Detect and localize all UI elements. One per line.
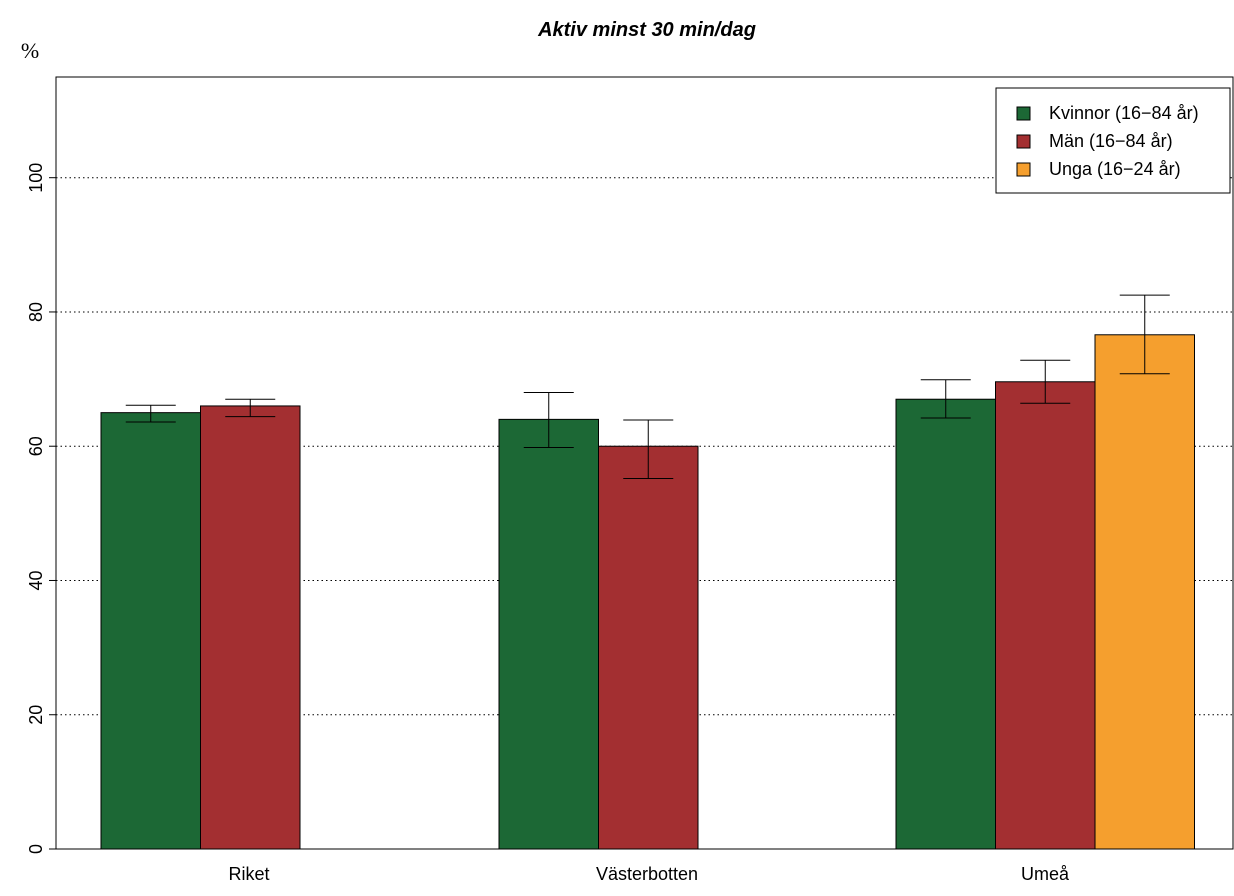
bar xyxy=(200,405,301,850)
y-tick-label: 100 xyxy=(26,163,46,193)
bar xyxy=(498,418,599,850)
bar xyxy=(995,381,1096,850)
legend-swatch xyxy=(1016,162,1031,177)
y-tick-label: 80 xyxy=(26,302,46,322)
y-axis-unit-label: % xyxy=(21,38,39,63)
y-tick-label: 60 xyxy=(26,436,46,456)
legend-box xyxy=(995,87,1231,194)
y-tick-label: 0 xyxy=(26,844,46,854)
y-tick-label: 40 xyxy=(26,570,46,590)
chart-title: Aktiv minst 30 min/dag xyxy=(537,19,756,41)
bar xyxy=(598,445,699,850)
plot-frame xyxy=(55,76,1234,850)
legend-swatch xyxy=(1016,106,1031,121)
bar xyxy=(895,398,996,850)
error-bars xyxy=(125,294,1170,479)
legend: Kvinnor (16−84 år) Män (16−84 år) Unga (16… xyxy=(995,87,1231,194)
bars xyxy=(100,334,1195,850)
category-label: Västerbotten xyxy=(596,864,698,884)
legend-label: Män (16−84 år) xyxy=(1049,131,1173,151)
legend-label: Unga (16−24 år) xyxy=(1049,159,1181,179)
bar xyxy=(100,412,201,850)
legend-swatch xyxy=(1016,134,1031,149)
category-label: Umeå xyxy=(1021,864,1070,884)
y-axis: 0 20 40 60 80 100 xyxy=(26,163,56,854)
category-label: Riket xyxy=(228,864,269,884)
x-axis-categories: Riket Västerbotten Umeå xyxy=(228,864,1070,884)
bar xyxy=(1094,334,1195,850)
legend-label: Kvinnor (16−84 år) xyxy=(1049,103,1199,123)
y-tick-label: 20 xyxy=(26,705,46,725)
